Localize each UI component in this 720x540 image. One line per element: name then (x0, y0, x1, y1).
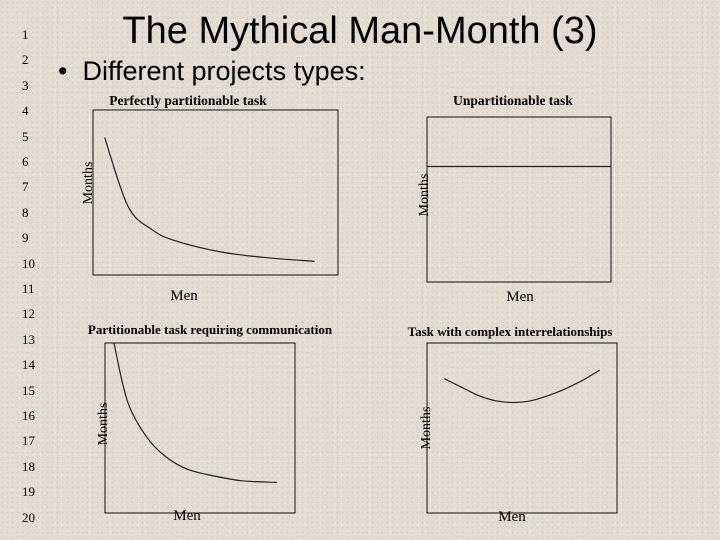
line-number: 20 (22, 509, 35, 525)
bullet-point: • Different projects types: (58, 56, 366, 87)
line-number: 2 (22, 52, 29, 68)
slide-title: The Mythical Man-Month (3) (122, 10, 598, 52)
y-axis-label: Months (417, 174, 432, 217)
line-number: 1 (22, 27, 29, 42)
chart-title: Perfectly partitionable task (109, 93, 267, 108)
y-axis-label: Months (81, 162, 96, 205)
series-line (104, 137, 315, 262)
plot-frame (92, 109, 339, 276)
x-axis-label: Men (506, 289, 534, 305)
line-number: 10 (22, 255, 35, 271)
line-number: 7 (22, 179, 29, 195)
line-number: 4 (22, 103, 29, 119)
line-number: 14 (22, 357, 35, 373)
line-number: 8 (22, 204, 29, 220)
line-number: 11 (22, 281, 35, 296)
x-axis-label: Men (498, 509, 526, 525)
line-number: 13 (22, 331, 35, 347)
x-axis-label: Men (170, 288, 198, 304)
y-axis-label: Months (419, 407, 434, 450)
line-number: 12 (22, 306, 35, 322)
line-number: 16 (22, 408, 35, 423)
bullet-icon: • (58, 56, 68, 86)
line-number: 5 (22, 128, 29, 144)
line-number: 18 (22, 458, 35, 474)
line-number: 19 (22, 484, 35, 500)
plot-frame (426, 116, 612, 283)
chart-title: Partitionable task requiring communicati… (88, 322, 333, 337)
line-number: 17 (22, 433, 35, 449)
series-line (113, 342, 277, 483)
x-axis-label: Men (173, 508, 201, 524)
plot-frame (426, 342, 618, 514)
plot-frame (104, 342, 296, 514)
chart-title: Unpartitionable task (453, 93, 573, 108)
chart-title: Task with complex interrelationships (408, 324, 613, 339)
series-line (444, 369, 601, 404)
line-number: 3 (22, 77, 29, 93)
bullet-text: Different projects types: (82, 56, 366, 86)
y-axis-label: Months (96, 403, 111, 446)
line-number: 15 (22, 382, 35, 398)
line-number: 9 (22, 230, 29, 246)
line-number: 6 (22, 154, 29, 169)
